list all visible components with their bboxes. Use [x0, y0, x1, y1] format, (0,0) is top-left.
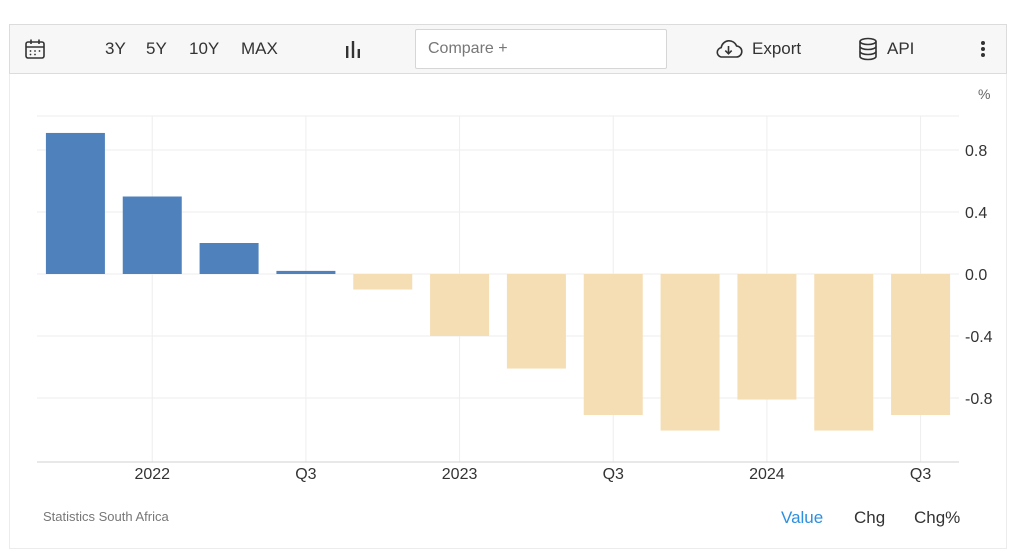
source-label: Statistics South Africa: [43, 509, 169, 524]
y-tick-label: -0.8: [965, 391, 993, 408]
bar-q4-2022[interactable]: [353, 274, 413, 290]
mode-chg-percent-button[interactable]: Chg%: [914, 508, 961, 527]
database-icon: [859, 37, 877, 61]
bar-chart-icon[interactable]: [344, 25, 362, 73]
range-3y-button[interactable]: 3Y: [105, 39, 126, 58]
mode-chg-button[interactable]: Chg: [854, 508, 886, 527]
x-tick-label: Q3: [295, 466, 316, 483]
range-5y-button[interactable]: 5Y: [146, 39, 167, 58]
range-max-button[interactable]: MAX: [241, 39, 278, 58]
bar-q3-2023[interactable]: [583, 274, 643, 416]
calendar-icon[interactable]: [24, 25, 46, 73]
bar-q1-2024[interactable]: [737, 274, 797, 400]
api-label: API: [887, 39, 915, 58]
export-button[interactable]: Export: [713, 25, 801, 73]
range-10y-button[interactable]: 10Y: [189, 39, 220, 58]
bar-chart: 2022 Q3 2023 Q3 2024 Q3 0.8 0.4 0.0 -0.4 -0.8%: [37, 86, 993, 483]
y-tick-label: 0.4: [965, 205, 987, 222]
y-tick-label: 0.8: [965, 143, 987, 160]
x-tick-label: Q3: [910, 466, 931, 483]
vertical-dots-icon[interactable]: [975, 25, 991, 73]
y-tick-label: 0.0: [965, 267, 987, 284]
x-tick-label: 2022: [134, 466, 170, 483]
x-tick-label: Q3: [603, 466, 624, 483]
y-tick-label: -0.4: [965, 329, 993, 346]
mode-value-button[interactable]: Value: [781, 508, 824, 527]
bar-q4-2021[interactable]: [45, 132, 105, 274]
y-unit-label: %: [978, 86, 990, 102]
bar-q2-2024[interactable]: [814, 274, 874, 431]
chart-frame: [9, 74, 1007, 549]
bar-q3-2022[interactable]: [276, 270, 336, 274]
bar-q2-2023[interactable]: [506, 274, 566, 369]
x-tick-label: 2024: [749, 466, 785, 483]
export-label: Export: [752, 39, 802, 58]
bar-q4-2023[interactable]: [660, 274, 720, 431]
bar-q1-2022[interactable]: [122, 196, 182, 275]
compare-input[interactable]: [415, 29, 667, 69]
bar-q1-2023[interactable]: [430, 274, 490, 336]
api-button[interactable]: API: [858, 25, 914, 73]
bar-q2-2022[interactable]: [199, 243, 259, 274]
bar-q3-2024[interactable]: [891, 274, 951, 416]
chart-toolbar: 3Y 5Y 10Y MAX Export API: [9, 24, 1007, 74]
cloud-download-icon: [716, 40, 743, 58]
x-tick-label: 2023: [442, 466, 478, 483]
